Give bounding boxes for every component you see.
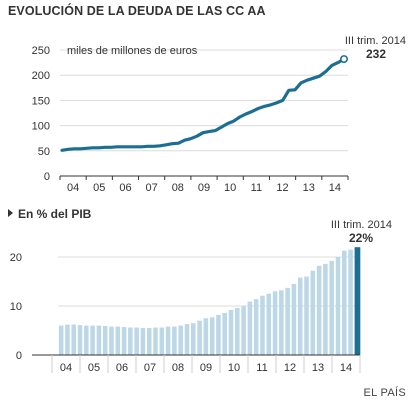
x-tick-label: 04 <box>67 182 79 194</box>
bar <box>121 327 127 355</box>
bar <box>165 326 171 355</box>
bar <box>146 328 152 355</box>
bar <box>197 320 202 355</box>
bar <box>342 250 347 355</box>
bar <box>316 265 322 355</box>
y-tick-label: 20 <box>10 252 22 264</box>
x-tick-label: 05 <box>88 362 100 374</box>
x-tick-label: 07 <box>146 182 158 194</box>
bar <box>65 324 70 355</box>
bar <box>96 325 102 355</box>
bar <box>266 293 272 355</box>
bar-chart-subtitle-text: En % del PIB <box>18 207 92 221</box>
x-tick-label: 08 <box>172 362 184 374</box>
bar <box>203 318 209 355</box>
x-tick-label: 05 <box>93 182 105 194</box>
x-tick-label: 14 <box>340 362 352 374</box>
bar <box>159 327 165 355</box>
bar <box>216 314 221 355</box>
y-unit-label: miles de millones de euros <box>67 45 198 57</box>
x-tick-label: 10 <box>224 182 236 194</box>
y-tick-label: 50 <box>38 146 50 158</box>
x-tick-label: 14 <box>329 182 341 194</box>
y-tick-label: 150 <box>32 95 50 107</box>
bar <box>58 325 64 355</box>
bar <box>172 326 177 355</box>
bar <box>178 325 183 355</box>
bar <box>184 324 190 355</box>
bar <box>235 307 240 355</box>
bar <box>335 257 341 355</box>
source-credit: EL PAÍS <box>363 387 406 399</box>
annotation-value: 22% <box>349 231 373 245</box>
bar <box>84 325 89 355</box>
y-tick-label: 250 <box>32 45 50 57</box>
x-tick-label: 12 <box>276 182 288 194</box>
chart-title: EVOLUCIÓN DE LA DEUDA DE LAS CC AA <box>8 4 266 18</box>
bar <box>272 291 278 355</box>
bar <box>304 276 309 355</box>
y-tick-label: 10 <box>10 301 22 313</box>
bar <box>228 309 234 355</box>
last-point-marker <box>339 55 348 64</box>
bar <box>253 299 259 355</box>
bar <box>115 326 121 355</box>
x-tick-label: 07 <box>144 362 156 374</box>
bar <box>77 325 83 355</box>
bar <box>109 326 114 355</box>
x-tick-label: 12 <box>284 362 296 374</box>
x-tick-label: 06 <box>116 362 128 374</box>
bar <box>209 317 215 355</box>
x-tick-label: 11 <box>251 182 262 194</box>
bar <box>241 306 246 355</box>
annotation-label: III trim. 2014 <box>331 219 392 231</box>
bar <box>348 249 353 355</box>
bar <box>71 324 76 355</box>
x-tick-label: 04 <box>60 362 72 374</box>
y-tick-label: 0 <box>44 171 50 183</box>
bar <box>260 295 265 355</box>
y-tick-label: 200 <box>32 70 50 82</box>
bar <box>329 260 334 355</box>
bar <box>90 325 95 355</box>
x-tick-label: 13 <box>303 182 315 194</box>
x-tick-label: 08 <box>172 182 184 194</box>
bar <box>153 327 158 355</box>
debt-line <box>60 57 346 152</box>
bar-highlight <box>354 247 361 355</box>
bar <box>291 283 297 355</box>
bar <box>285 287 290 355</box>
bar <box>297 277 303 355</box>
x-tick-label: 13 <box>312 362 324 374</box>
x-tick-label: 11 <box>256 362 267 374</box>
bar <box>191 323 196 355</box>
x-tick-label: 06 <box>119 182 131 194</box>
y-tick-label: 100 <box>32 121 50 133</box>
bar <box>323 263 328 355</box>
bar-chart-subtitle: En % del PIB <box>8 207 91 221</box>
bar <box>102 326 108 355</box>
bar <box>247 301 253 355</box>
bar <box>134 327 139 355</box>
x-tick-label: 09 <box>200 362 212 374</box>
y-tick-label: 0 <box>16 350 22 362</box>
x-tick-label: 10 <box>228 362 240 374</box>
annotation-value: 232 <box>366 47 386 61</box>
x-tick-label: 09 <box>198 182 210 194</box>
bar <box>222 312 227 355</box>
bar <box>128 327 133 355</box>
bar <box>140 328 146 355</box>
annotation-label: III trim. 2014 <box>345 35 406 47</box>
bar <box>279 290 284 355</box>
triangle-marker-icon <box>8 209 13 217</box>
bar <box>310 270 316 355</box>
